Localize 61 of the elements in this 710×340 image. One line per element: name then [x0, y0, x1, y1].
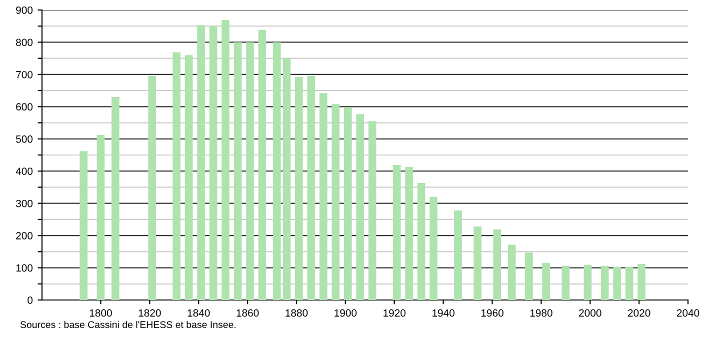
y-tick-label: 0	[28, 296, 33, 304]
y-tick-label: 500	[16, 135, 33, 143]
bar	[258, 30, 266, 300]
bar	[307, 76, 316, 300]
bar	[111, 97, 120, 300]
x-tick-label: 1800	[90, 309, 112, 317]
bar	[368, 121, 376, 300]
bar	[148, 76, 156, 300]
x-tick-label: 1820	[138, 309, 161, 317]
bar	[209, 26, 218, 300]
bar	[508, 244, 516, 300]
bar	[282, 58, 291, 300]
bar	[295, 77, 303, 300]
bar	[613, 266, 621, 300]
x-tick-label: 2020	[628, 309, 650, 317]
x-tick-label: 1840	[188, 309, 210, 317]
bar	[493, 229, 502, 300]
bar	[430, 196, 438, 300]
bar	[562, 266, 570, 300]
bar	[246, 42, 254, 300]
y-tick-label: 700	[16, 70, 33, 78]
bar	[405, 166, 413, 300]
bar	[197, 25, 205, 300]
x-tick-label: 2000	[579, 309, 602, 317]
x-tick-label: 1900	[334, 309, 357, 317]
x-tick-label: 1960	[481, 309, 504, 317]
bar	[525, 252, 533, 300]
y-tick-label: 800	[16, 38, 33, 46]
y-tick-label: 200	[16, 232, 33, 240]
bar	[392, 164, 401, 300]
x-tick-label: 1880	[286, 309, 308, 317]
bar	[319, 93, 328, 300]
y-tick-label: 900	[16, 6, 33, 14]
bar	[356, 114, 364, 300]
bar	[625, 266, 634, 300]
bar	[417, 183, 426, 300]
bar	[474, 226, 482, 300]
bar	[584, 264, 592, 300]
bar	[638, 264, 646, 300]
x-tick-label: 1980	[530, 309, 552, 317]
bar	[600, 266, 609, 300]
y-tick-label: 300	[16, 200, 33, 208]
bar	[234, 42, 242, 300]
y-tick-label: 400	[16, 168, 33, 175]
y-tick-label: 100	[16, 264, 33, 272]
x-tick-label: 1920	[384, 309, 406, 317]
y-tick-label: 600	[16, 103, 33, 111]
bar	[96, 135, 105, 300]
bar	[454, 210, 462, 300]
bar	[332, 104, 340, 300]
x-tick-label: 1860	[236, 309, 259, 317]
bar	[172, 52, 180, 300]
bar	[344, 107, 352, 300]
source-note: Sources : base Cassini de l'EHESS et base Insee.	[20, 320, 236, 328]
x-tick-label: 1940	[432, 309, 454, 317]
bar	[542, 262, 550, 300]
bar	[222, 20, 230, 300]
bar	[272, 42, 281, 300]
bar	[80, 151, 88, 300]
bar	[184, 55, 193, 300]
x-tick-label: 2040	[676, 309, 700, 317]
